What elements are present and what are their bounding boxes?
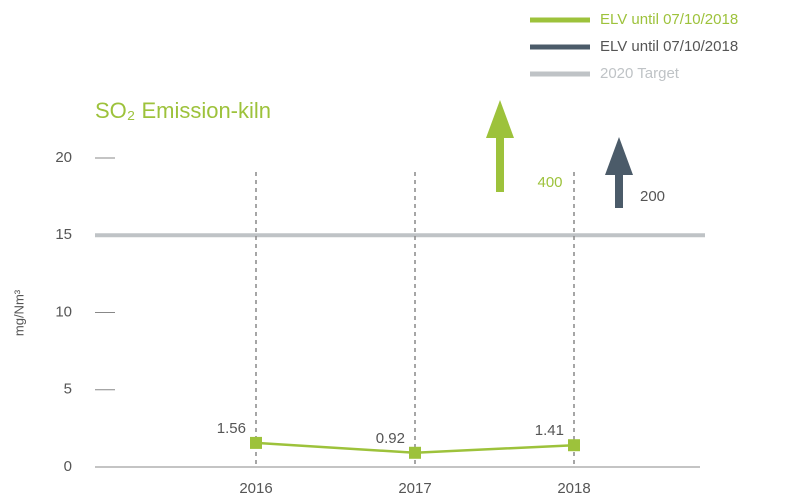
data-label: 0.92 (376, 430, 405, 447)
data-label: 1.41 (535, 422, 564, 439)
limit-label: 200 (640, 188, 665, 205)
y-tick-label: 20 (55, 149, 72, 166)
y-tick-label: 5 (64, 381, 72, 398)
y-tick-label: 15 (55, 226, 72, 243)
data-point (568, 439, 580, 452)
limit-label: 400 (537, 174, 562, 191)
y-axis-label: mg/Nm³ (11, 289, 26, 336)
x-tick-label: 2018 (557, 480, 590, 497)
limit-arrow (486, 100, 514, 192)
limit-arrow (605, 137, 633, 208)
y-tick-label: 10 (55, 303, 72, 320)
x-tick-label: 2016 (239, 480, 272, 497)
data-label: 1.56 (217, 420, 246, 437)
legend-label: ELV until 07/10/2018 (600, 11, 738, 28)
y-tick-label: 0 (64, 458, 72, 475)
data-point (250, 436, 262, 449)
chart-title: SO₂ Emission-kiln (95, 98, 271, 123)
x-tick-label: 2017 (398, 480, 431, 497)
legend-label: 2020 Target (600, 65, 680, 82)
data-point (409, 446, 421, 459)
legend-label: ELV until 07/10/2018 (600, 38, 738, 55)
